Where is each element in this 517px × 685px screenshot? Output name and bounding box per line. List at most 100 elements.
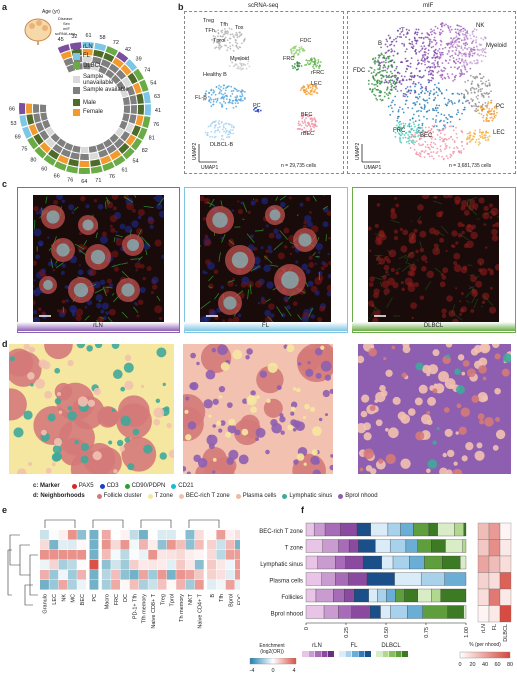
- neighborhood-patch: [460, 407, 470, 417]
- bar-segment: [351, 605, 371, 619]
- tissue-speckle: [460, 292, 464, 296]
- group-legend-swatch: [352, 651, 358, 657]
- neighborhood-patch: [119, 446, 125, 452]
- tissue-speckle: [78, 264, 81, 267]
- heatmap-cell: [235, 550, 240, 560]
- rfrc-cluster: [304, 57, 322, 70]
- heatmap-cell: [235, 580, 240, 590]
- tissue-speckle: [64, 285, 69, 289]
- cluster-label: Myeloid: [230, 56, 249, 62]
- neighborhood-patch: [111, 344, 120, 350]
- legend-label: CD90/PDPN: [131, 483, 166, 489]
- legend-entry: rLN: [73, 42, 135, 52]
- bar-segment: [445, 539, 463, 553]
- tissue-speckle: [417, 204, 424, 211]
- neighborhood-patch: [113, 369, 123, 380]
- dlbcl-b-cluster: [204, 120, 235, 141]
- neighborhood-patch: [449, 384, 454, 389]
- bar-segment: [440, 588, 467, 603]
- group-legend-swatch: [395, 651, 402, 657]
- tissue-speckle: [237, 200, 240, 203]
- tissue-speckle: [377, 240, 382, 244]
- tissue-speckle: [318, 270, 323, 276]
- neighborhood-patch: [234, 429, 241, 436]
- heatmap-cell: [194, 560, 204, 570]
- legend-dot: [124, 483, 130, 489]
- donut-segment: [142, 116, 151, 129]
- stromal-fiber: [106, 199, 109, 205]
- heatmap-cell: [120, 530, 130, 540]
- neighborhood-patch: [245, 354, 250, 360]
- stromal-fiber: [102, 286, 107, 297]
- donut-segment: [22, 126, 32, 139]
- stromal-fiber: [264, 255, 273, 264]
- cluster-label: rFRC: [311, 70, 324, 76]
- tissue-speckle: [65, 299, 69, 303]
- heatmap-cell: [176, 540, 186, 550]
- heatmap-cell: [499, 539, 512, 557]
- stromal-fiber: [467, 264, 473, 266]
- bar-segment: [405, 539, 418, 553]
- stromal-fiber: [200, 300, 211, 309]
- stromal-fiber: [322, 205, 329, 210]
- tissue-speckle: [52, 268, 56, 272]
- heatmap-cell: [176, 550, 186, 560]
- tissue-speckle: [38, 242, 43, 247]
- bar-segment: [324, 522, 341, 537]
- tissue-speckle: [454, 199, 460, 205]
- neighborhood-patch: [401, 372, 407, 378]
- neighborhood-patch: [13, 427, 24, 438]
- tissue-speckle: [383, 264, 390, 271]
- neighborhood-patch: [184, 409, 189, 414]
- tissue-speckle: [374, 223, 379, 228]
- heatmap-cell: [157, 580, 167, 590]
- heatmap-cell: [225, 560, 235, 570]
- age-label: 82: [142, 148, 148, 154]
- tissue-speckle: [320, 266, 325, 271]
- neighborhood-patch: [432, 440, 437, 445]
- neighborhood-patch: [255, 437, 259, 442]
- neighborhood-patch: [113, 469, 118, 474]
- tissue-speckle: [400, 245, 408, 253]
- dlbcl-condition-label: DLBCL: [423, 323, 444, 329]
- bar-segment: [305, 522, 315, 537]
- donut-segment: [80, 153, 89, 160]
- legend-dot: [171, 483, 177, 489]
- heatmap-cell: [58, 580, 68, 590]
- tissue-speckle: [265, 249, 270, 253]
- legend-label: Bprol nhood: [345, 493, 378, 499]
- neighborhood-patch: [287, 424, 294, 431]
- tissue-speckle: [421, 195, 430, 200]
- row-label: Follicles: [281, 595, 303, 601]
- stromal-fiber: [84, 315, 90, 321]
- tissue-speckle: [376, 203, 381, 207]
- bar-segment: [437, 522, 455, 537]
- neighborhood-patch: [219, 395, 223, 399]
- donut-segment: [135, 115, 144, 126]
- tissue-speckle: [288, 196, 292, 200]
- stromal-fiber: [380, 273, 391, 278]
- row-label: T zone: [285, 546, 304, 552]
- neighborhood-patch: [474, 450, 485, 461]
- neighborhood-patch: [52, 444, 62, 454]
- heatmap-cell: [185, 560, 195, 570]
- neighborhood-patch: [439, 467, 448, 474]
- donut-segment: [98, 149, 109, 158]
- neighborhood-patch: [477, 413, 485, 421]
- neighborhood-patch: [108, 440, 113, 445]
- neighborhood-patch: [9, 356, 16, 362]
- legend-label: Female: [83, 109, 104, 116]
- donut-segment: [113, 155, 126, 167]
- tissue-speckle: [393, 229, 399, 234]
- bar-segment: [317, 555, 336, 570]
- neighborhood-patch: [495, 429, 506, 440]
- heatmap-cell: [207, 540, 216, 550]
- neighborhood-patch: [41, 429, 47, 436]
- tissue-speckle: [237, 313, 242, 318]
- donut-segment: [108, 63, 120, 74]
- neighborhood-patch: [211, 347, 217, 353]
- tissue-speckle: [419, 247, 425, 253]
- neighborhood-patch: [279, 416, 286, 423]
- donut-segment: [35, 122, 45, 133]
